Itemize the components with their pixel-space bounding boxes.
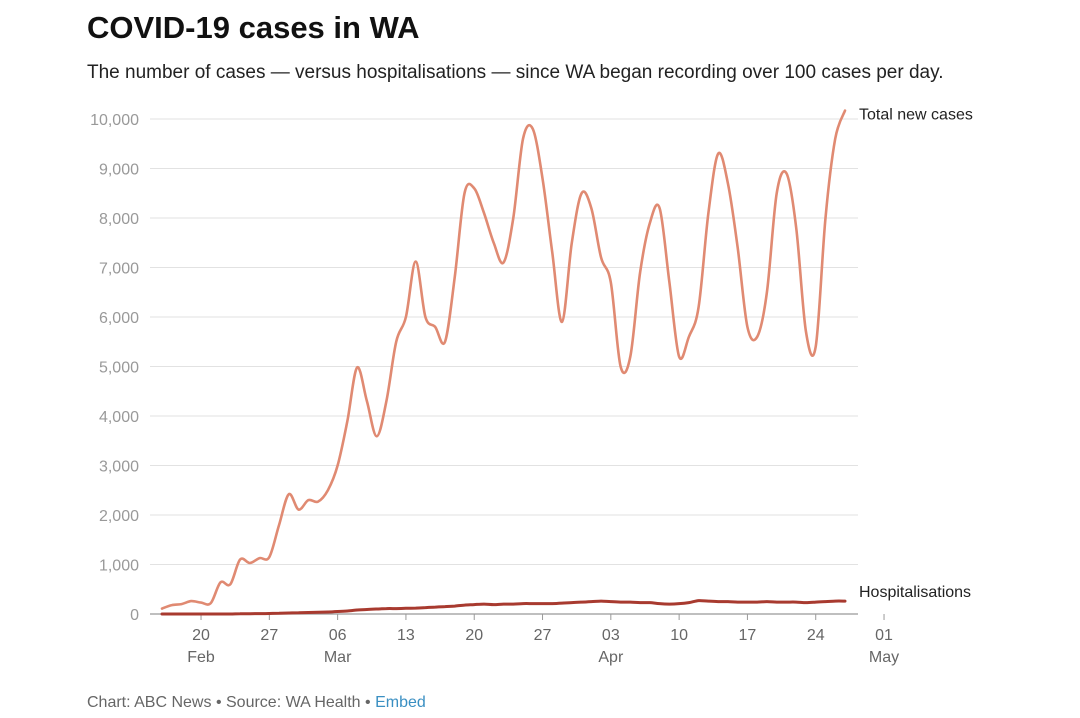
y-tick-label: 5,000 bbox=[99, 360, 139, 377]
x-tick-month-label: Feb bbox=[187, 649, 215, 666]
source-credit: Source: WA Health bbox=[226, 694, 361, 711]
x-tick-month-label: Apr bbox=[598, 649, 624, 666]
embed-link[interactable]: Embed bbox=[375, 694, 426, 711]
series-line-hospitalisations bbox=[160, 599, 847, 616]
x-tick-label: 01 bbox=[875, 627, 893, 644]
x-axis: 20 Feb 27 06 Mar 13 20 27 03 Apr 10 17 24 01 May bbox=[187, 614, 899, 666]
y-tick-label: 2,000 bbox=[99, 508, 139, 525]
y-tick-label: 0 bbox=[130, 607, 139, 624]
series-label-hospitalisations: Hospitalisations bbox=[859, 584, 971, 601]
y-tick-label: 6,000 bbox=[99, 310, 139, 327]
y-tick-label: 10,000 bbox=[90, 112, 139, 129]
x-tick-label: 03 bbox=[602, 627, 620, 644]
chart-subtitle: The number of cases — versus hospitalisa… bbox=[87, 62, 944, 83]
y-tick-label: 1,000 bbox=[99, 558, 139, 575]
x-tick-label: 27 bbox=[534, 627, 552, 644]
x-tick-label: 13 bbox=[397, 627, 415, 644]
x-tick-label: 10 bbox=[670, 627, 688, 644]
chart-credit: Chart: ABC News bbox=[87, 694, 212, 711]
chart-title: COVID-19 cases in WA bbox=[87, 10, 420, 45]
x-tick-label: 27 bbox=[260, 627, 278, 644]
gridlines bbox=[150, 118, 858, 615]
y-tick-label: 7,000 bbox=[99, 261, 139, 278]
x-tick-month-label: Mar bbox=[324, 649, 352, 666]
x-tick-month-label: May bbox=[869, 649, 899, 666]
x-tick-label: 06 bbox=[329, 627, 347, 644]
series-line-total-new-cases bbox=[160, 109, 847, 610]
y-tick-label: 3,000 bbox=[99, 459, 139, 476]
footer-separator: • bbox=[215, 694, 222, 711]
y-axis: 0 1,000 2,000 3,000 4,000 5,000 6,000 7,000 8,00… bbox=[90, 112, 139, 624]
footer-separator-2: • bbox=[365, 694, 371, 711]
x-tick-label: 24 bbox=[807, 627, 825, 644]
y-tick-label: 8,000 bbox=[99, 211, 139, 228]
chart-footer: Chart: ABC News • Source: WA Health • Em… bbox=[87, 694, 426, 712]
y-tick-label: 4,000 bbox=[99, 409, 139, 426]
x-tick-label: 20 bbox=[192, 627, 210, 644]
series-label-total-new-cases: Total new cases bbox=[859, 107, 973, 124]
x-tick-label: 20 bbox=[465, 627, 483, 644]
y-tick-label: 9,000 bbox=[99, 162, 139, 179]
series-labels: Total new cases Hospitalisations bbox=[859, 107, 973, 602]
series-lines bbox=[160, 109, 847, 616]
x-tick-label: 17 bbox=[739, 627, 757, 644]
